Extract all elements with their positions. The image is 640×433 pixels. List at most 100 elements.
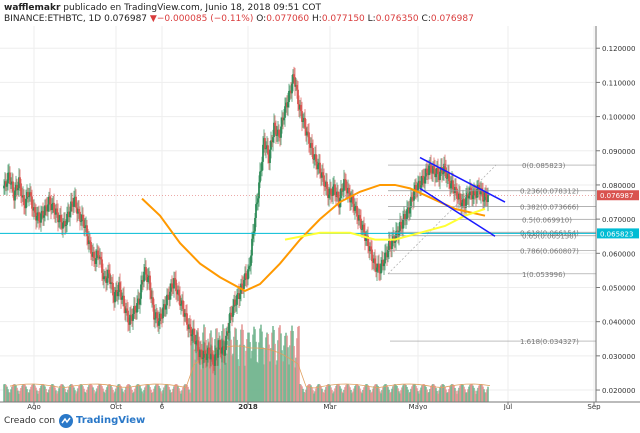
candle-body xyxy=(473,189,475,196)
symbol-name[interactable]: BINANCE:ETHBTC, 1D xyxy=(4,14,102,24)
time-axis[interactable]: Ago Oct 6 2018 Mar Mayo Jul Sep xyxy=(0,401,640,410)
volume-bar xyxy=(146,384,148,402)
candle-body xyxy=(216,353,218,358)
candle-body xyxy=(46,206,48,212)
fibonacci-retracement: 0(0.085823) 0.236(0.078312) 0.382(0.073666… xyxy=(387,162,596,346)
candle-body xyxy=(402,219,404,229)
candle-body xyxy=(360,218,362,230)
candle-body xyxy=(52,202,54,204)
tradingview-logo-icon[interactable] xyxy=(56,413,116,429)
candle-body xyxy=(277,129,279,135)
volume-bars xyxy=(3,324,491,402)
volume-bar xyxy=(453,385,455,402)
tradingview-brand[interactable]: TradingView xyxy=(76,415,146,426)
candle-body xyxy=(259,171,261,183)
volume-bar xyxy=(267,333,269,402)
candle-body xyxy=(160,313,162,319)
candle-body xyxy=(288,90,290,103)
volume-bar xyxy=(145,385,147,402)
candle-body xyxy=(343,179,345,191)
volume-bar xyxy=(378,388,380,402)
candle-body xyxy=(41,210,43,214)
candle-body xyxy=(388,241,390,250)
volume-bar xyxy=(417,391,419,402)
candle-body xyxy=(370,246,372,250)
volume-bar xyxy=(363,387,365,402)
candle-body xyxy=(103,276,105,280)
candle-body xyxy=(422,175,424,178)
volume-bar xyxy=(409,391,411,402)
candle-body xyxy=(120,289,122,300)
candle-body xyxy=(23,195,25,206)
volume-bar xyxy=(23,384,25,402)
volume-bar xyxy=(304,392,306,402)
volume-bar xyxy=(96,388,98,402)
candle-body xyxy=(3,185,5,189)
candle-body xyxy=(62,223,64,229)
volume-bar xyxy=(282,361,284,402)
volume-bar xyxy=(106,387,108,402)
volume-bar xyxy=(30,386,32,402)
price-axis[interactable]: 0.120000 0.110000 0.100000 0.090000 0.080000… xyxy=(595,26,640,402)
volume-bar xyxy=(112,390,114,402)
volume-bar xyxy=(286,335,288,402)
volume-bar xyxy=(448,389,450,402)
volume-bar xyxy=(70,384,72,402)
volume-bar xyxy=(89,384,91,402)
candle-body xyxy=(135,310,137,313)
volume-bar xyxy=(383,385,385,402)
candle-body xyxy=(171,283,173,288)
candle-body xyxy=(42,210,44,218)
candle-body xyxy=(368,245,370,252)
price-chart[interactable]: 0(0.085823) 0.236(0.078312) 0.382(0.073666… xyxy=(0,26,640,410)
candle-body xyxy=(223,346,225,356)
candle-body xyxy=(232,306,234,317)
candle-body xyxy=(313,159,315,160)
volume-bar xyxy=(236,339,238,402)
candle-body xyxy=(425,168,427,177)
volume-bar xyxy=(315,388,317,402)
candle-body xyxy=(157,318,159,326)
candle-body xyxy=(295,85,297,87)
candle-body xyxy=(185,313,187,314)
candle-body xyxy=(420,185,422,188)
volume-bar xyxy=(395,384,397,402)
candle-body xyxy=(186,313,188,325)
candle-body xyxy=(211,353,213,355)
candle-body xyxy=(226,331,228,336)
volume-bar xyxy=(312,390,314,402)
candle-body xyxy=(220,347,222,354)
volume-bar xyxy=(142,393,144,402)
author-name[interactable]: wafflemakr xyxy=(4,3,61,13)
volume-bar xyxy=(250,358,252,402)
volume-bar xyxy=(28,392,30,402)
volume-bar xyxy=(90,384,92,402)
volume-bar xyxy=(102,388,104,402)
candle-body xyxy=(268,154,270,163)
volume-bar xyxy=(295,357,297,402)
candle-body xyxy=(347,187,349,194)
volume-bar xyxy=(239,344,241,402)
candle-body xyxy=(305,127,307,136)
volume-bar xyxy=(322,391,324,402)
volume-bar xyxy=(408,392,410,402)
candle-body xyxy=(197,340,199,352)
candle-body xyxy=(487,194,489,203)
symbol-line: BINANCE:ETHBTC, 1D 0.076987 ▼−0.000085 (… xyxy=(4,14,474,24)
volume-bar xyxy=(104,393,106,402)
volume-bar xyxy=(118,384,120,402)
volume-bar xyxy=(331,390,333,402)
volume-bar xyxy=(362,390,364,402)
volume-bar xyxy=(270,348,272,402)
volume-bar xyxy=(13,384,15,402)
candle-body xyxy=(405,219,407,221)
volume-bar xyxy=(463,386,465,402)
candle-body xyxy=(389,241,391,246)
candle-body xyxy=(30,192,32,197)
candle-body xyxy=(156,312,158,319)
volume-bar xyxy=(94,393,96,402)
volume-bar xyxy=(396,385,398,402)
candle-body xyxy=(181,300,183,305)
volume-bar xyxy=(225,362,227,402)
volume-bar xyxy=(433,384,435,402)
